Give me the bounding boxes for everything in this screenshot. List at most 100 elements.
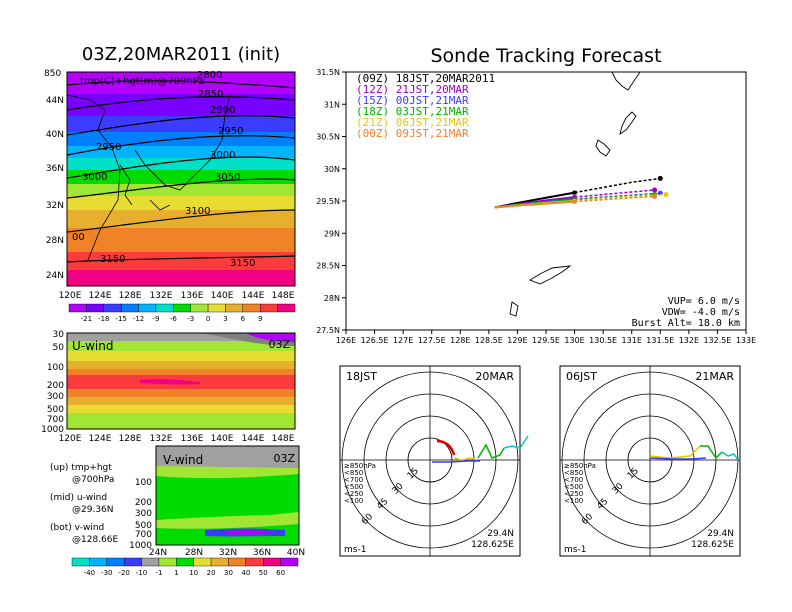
colorbar-swatch	[242, 303, 261, 313]
colorbar-label: 0	[206, 315, 210, 323]
x-tick-label: 129E	[507, 336, 527, 345]
lon-tick: 120E	[59, 291, 82, 301]
colorbar-swatch	[207, 303, 226, 313]
colorbar-label: -18	[98, 315, 109, 323]
colorbar-label: -15	[115, 315, 126, 323]
y-tick-label: 31.5N	[316, 68, 340, 77]
track-line	[494, 200, 575, 209]
hodograph-legend-entry: <850	[344, 469, 363, 477]
islands	[509, 72, 641, 317]
hodograph-trace-700	[649, 445, 701, 459]
hodograph-trace-250	[503, 435, 529, 449]
info-vup: VUP= 6.0 m/s	[668, 296, 740, 307]
contour-label: 2850	[198, 89, 223, 100]
contour-label: 3150	[100, 254, 125, 265]
colorbar-label: -1	[155, 569, 162, 577]
hodograph-legend-entry: <850	[564, 469, 583, 477]
x-tick-label: 132.5E	[703, 336, 731, 345]
track-line-dashed	[574, 177, 661, 194]
y-tick-label: 28.5N	[316, 262, 340, 271]
colorbar-swatch	[86, 303, 104, 313]
note-line: (mid) u-wind	[50, 493, 107, 503]
left-map-title: 03Z,20MAR2011 (init)	[82, 44, 280, 65]
note-line: @29.36N	[72, 505, 114, 515]
pressure-tick: 300	[47, 392, 64, 402]
track-axes: 126E 126.5E 127E 127.5E 128E 128.5E 129E 129.5E…	[316, 68, 756, 345]
hodograph-legend-entry: <250	[344, 490, 363, 498]
lon-tick: 124E	[89, 434, 112, 444]
colorbar-swatch	[210, 557, 229, 567]
colorbar-swatch	[176, 557, 194, 567]
contour-label: 3000	[82, 172, 107, 183]
lon-tick: 128E	[119, 434, 142, 444]
pressure-tick: 500	[135, 521, 152, 531]
vwind-field	[156, 446, 299, 545]
lon-tick: 136E	[181, 434, 204, 444]
lat-tick: 44N	[46, 96, 64, 106]
colorbar-label: -10	[136, 569, 147, 577]
colorbar-swatch	[138, 303, 157, 313]
note-line: (bot) v-wind	[50, 523, 104, 533]
contour-label: 2950	[96, 142, 121, 153]
track-endpoint	[652, 193, 658, 199]
track-endpoint	[652, 187, 658, 193]
contour-labels: 2800 2850 2900 2950 2950 3000 3000 3050 …	[72, 70, 255, 269]
contour-label: 00	[72, 232, 85, 243]
hodograph-lon: 128.625E	[691, 540, 734, 550]
colorbar-label: 20	[207, 569, 216, 577]
legend-entry: (21Z) 06JST,21MAR	[356, 116, 469, 129]
lat-tick: 32N	[46, 201, 64, 211]
colorbar-swatch	[123, 557, 142, 567]
x-tick-label: 128.5E	[475, 336, 503, 345]
x-tick-label: 128E	[450, 336, 470, 345]
pressure-tick: 50	[53, 343, 65, 353]
hodograph-trace-250	[721, 451, 739, 461]
note-line: @700hPa	[72, 475, 114, 485]
colorbar-swatch	[280, 557, 299, 567]
x-tick-label: 129.5E	[532, 336, 560, 345]
hodograph-legend-entry: <700	[344, 476, 363, 484]
colorbar-label: 9	[258, 315, 262, 323]
lon-tick: 128E	[119, 291, 142, 301]
colorbar-swatch	[141, 557, 160, 567]
pressure-tick: 700	[47, 415, 64, 425]
lon-tick: 140E	[211, 434, 234, 444]
temperature-field	[67, 72, 295, 286]
colorbar-label: -3	[187, 315, 194, 323]
colorbar-label: 30	[224, 569, 233, 577]
x-tick-label: 126E	[336, 336, 356, 345]
colorbar-label: 6	[241, 315, 246, 323]
x-tick-label: 127E	[393, 336, 413, 345]
lat-tick: 28N	[185, 548, 203, 558]
colorbar-swatch	[155, 303, 174, 313]
vwind-time: 03Z	[273, 452, 295, 465]
lat-tick: 36N	[253, 548, 271, 558]
hodograph-time: 18JST	[346, 370, 377, 383]
colorbar-swatch	[228, 557, 247, 567]
hodograph-legend-entry: <700	[564, 476, 583, 484]
note-line: (up) tmp+hgt	[50, 463, 112, 473]
x-tick-label: 127.5E	[418, 336, 446, 345]
track-marker	[572, 190, 577, 195]
lon-tick: 144E	[242, 434, 265, 444]
contour-label: 3100	[185, 206, 210, 217]
lat-tick: 40N	[287, 548, 305, 558]
y-tick-label: 27.5N	[316, 326, 340, 335]
lon-tick: 136E	[181, 291, 204, 301]
colorbar-swatch	[106, 557, 125, 567]
lon-tick: 124E	[89, 291, 112, 301]
y-tick-label: 29.5N	[316, 197, 340, 206]
legend-entry: (18Z) 03JST,21MAR	[356, 105, 469, 118]
contour-label: 3050	[215, 172, 240, 183]
hodograph-trace-100	[649, 457, 707, 460]
lon-tick: 132E	[150, 434, 173, 444]
hodograph-lon: 128.625E	[471, 540, 514, 550]
contour-label: 2950	[218, 126, 243, 137]
colorbar-label: -40	[84, 569, 95, 577]
x-tick-label: 130.5E	[589, 336, 617, 345]
pressure-tick: 1000	[41, 425, 64, 435]
lat-tick: 36N	[46, 164, 64, 174]
